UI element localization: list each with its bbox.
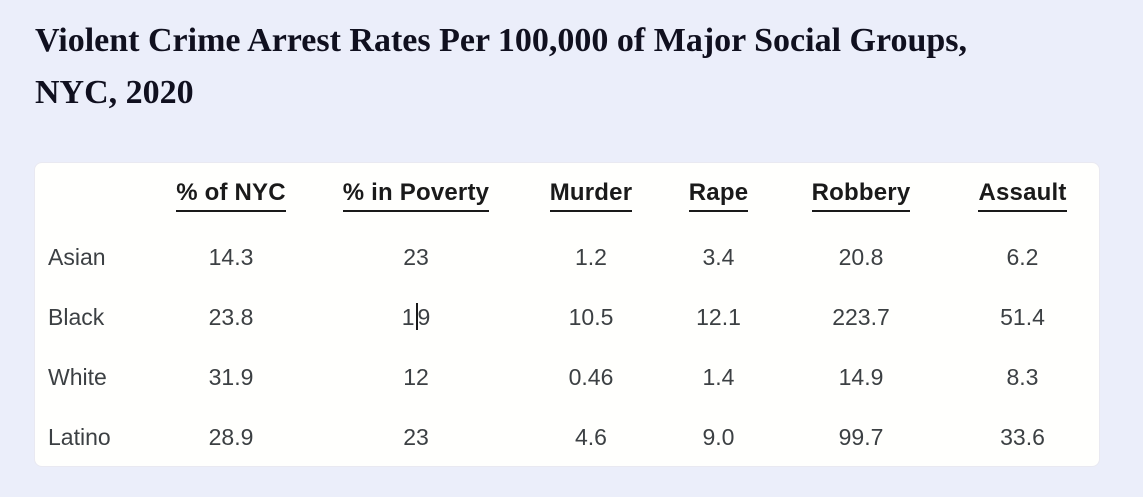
column-header-label: % in Poverty (342, 179, 490, 212)
title-line-2: NYC, 2020 (35, 74, 194, 111)
column-header-assault[interactable]: Assault (946, 163, 1099, 227)
page-title: Violent Crime Arrest Rates Per 100,000 o… (35, 15, 967, 119)
edit-text-before-caret: 1 (401, 304, 415, 330)
row-label[interactable]: White (48, 363, 107, 390)
table-cell[interactable]: 6.2 (1006, 243, 1039, 270)
table-cell[interactable]: 20.8 (838, 243, 884, 270)
table-cell[interactable]: 14.9 (838, 363, 884, 390)
table-cell[interactable]: 23.8 (208, 303, 254, 330)
table-cell[interactable]: 3.4 (702, 243, 735, 270)
table-cell[interactable]: 4.6 (575, 423, 607, 450)
data-table-card: % of NYC % in Poverty Murder Rape Robber… (34, 162, 1100, 467)
header-row: % of NYC % in Poverty Murder Rape Robber… (35, 163, 1099, 227)
table-row-latino: Latino 28.9 23 4.6 9.0 99.7 33.6 (35, 407, 1099, 467)
column-header-label: % of NYC (176, 179, 286, 212)
corner-cell (35, 163, 151, 227)
table-cell[interactable]: 14.3 (208, 243, 254, 270)
column-header-rape[interactable]: Rape (661, 163, 776, 227)
table-cell[interactable]: 31.9 (208, 363, 254, 390)
table-cell[interactable]: 99.7 (838, 423, 884, 450)
table-cell[interactable]: 10.5 (568, 303, 614, 330)
table-cell[interactable]: 12 (403, 363, 429, 390)
table-cell[interactable]: 8.3 (1006, 363, 1039, 390)
table-row-asian: Asian 14.3 23 1.2 3.4 20.8 6.2 (35, 227, 1099, 287)
column-header-murder[interactable]: Murder (521, 163, 661, 227)
table-cell[interactable]: 223.7 (832, 303, 890, 330)
table-cell[interactable]: 33.6 (1000, 423, 1045, 450)
table-cell[interactable]: 28.9 (208, 423, 254, 450)
table-row-white: White 31.9 12 0.46 1.4 14.9 8.3 (35, 347, 1099, 407)
column-header-pct-in-poverty[interactable]: % in Poverty (311, 163, 521, 227)
column-header-label: Murder (549, 179, 633, 212)
column-header-robbery[interactable]: Robbery (776, 163, 946, 227)
table-cell[interactable]: 1.2 (575, 243, 607, 270)
row-label[interactable]: Latino (48, 423, 111, 450)
table-cell[interactable]: 0.46 (568, 363, 614, 390)
table-cell[interactable]: 9.0 (702, 423, 735, 450)
title-line-1: Violent Crime Arrest Rates Per 100,000 o… (35, 22, 968, 59)
column-header-label: Assault (978, 179, 1067, 212)
table-cell[interactable]: 12.1 (696, 303, 741, 330)
column-header-label: Rape (688, 179, 749, 212)
text-caret (415, 303, 418, 330)
table-cell[interactable]: 1.4 (702, 363, 735, 390)
table-cell[interactable]: 51.4 (1000, 303, 1045, 330)
edit-text-after-caret: 9 (417, 304, 431, 330)
column-header-pct-of-nyc[interactable]: % of NYC (151, 163, 311, 227)
table-cell[interactable]: 23 (403, 243, 429, 270)
row-label[interactable]: Asian (48, 243, 106, 270)
column-header-label: Robbery (811, 179, 911, 212)
row-label[interactable]: Black (48, 303, 105, 330)
table-cell[interactable]: 23 (403, 423, 429, 450)
crime-table: % of NYC % in Poverty Murder Rape Robber… (35, 163, 1099, 467)
